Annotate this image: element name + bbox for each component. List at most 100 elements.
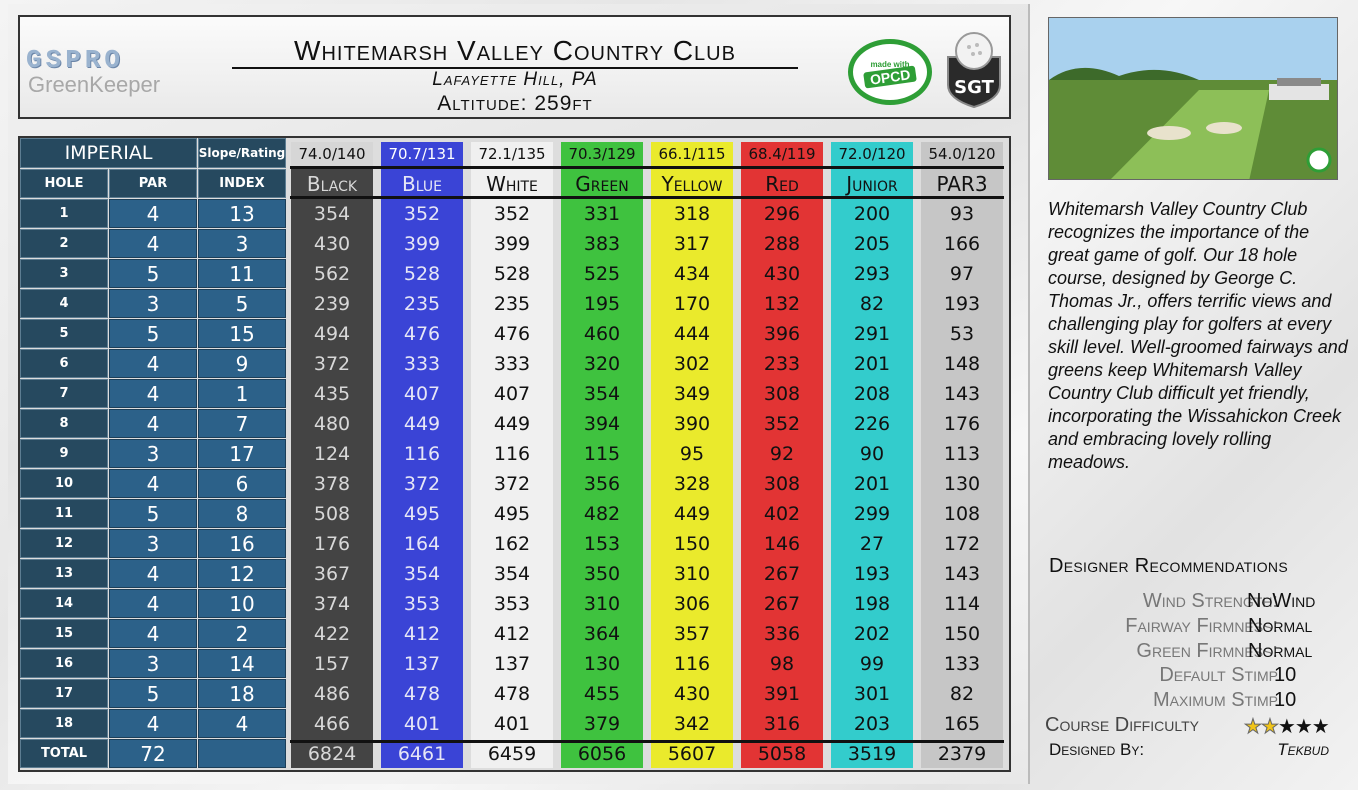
hole-yardage: 299 <box>853 503 891 525</box>
hole-number: 18 <box>20 709 108 738</box>
hole-yardage: 143 <box>943 563 981 585</box>
opcd-badge-icon: made with OPCD <box>848 39 932 105</box>
hole-yardage: 449 <box>403 413 441 435</box>
hole-yardage: 108 <box>943 503 981 525</box>
hole-yardage: 267 <box>763 593 801 615</box>
difficulty-stars-icon: ★★★★★ <box>1244 714 1330 739</box>
hole-yardage: 401 <box>493 713 531 735</box>
tee-rating: 72.0/120 <box>831 142 913 166</box>
tee-total-yardage: 6461 <box>397 743 447 765</box>
star-empty-icon: ★ <box>1311 716 1330 738</box>
hole-yardage: 449 <box>673 503 711 525</box>
hole-yardage: 372 <box>403 473 441 495</box>
hole-yardage: 116 <box>673 653 711 675</box>
hole-yardage: 99 <box>859 653 885 675</box>
hole-yardage: 495 <box>403 503 441 525</box>
hole-yardage: 379 <box>583 713 621 735</box>
hole-yardage: 82 <box>949 683 975 705</box>
hole-yardage: 200 <box>853 203 891 225</box>
gspro-logo: GSPRO <box>26 45 125 75</box>
hole-yardage: 124 <box>313 443 351 465</box>
hole-yardage: 133 <box>943 653 981 675</box>
hole-yardage: 430 <box>673 683 711 705</box>
tee-column-junior <box>831 168 913 768</box>
hole-number: 9 <box>20 439 108 468</box>
tee-column-blue <box>381 168 463 768</box>
total-divider <box>290 740 1004 743</box>
hole-par: 3 <box>109 289 197 318</box>
hole-yardage: 97 <box>949 263 975 285</box>
hole-yardage: 396 <box>763 323 801 345</box>
hole-number: 1 <box>20 199 108 228</box>
hole-index: 18 <box>198 679 286 708</box>
green-firmness-label: Green Firmness: <box>1136 640 1278 662</box>
hole-yardage: 132 <box>763 293 801 315</box>
hole-yardage: 407 <box>403 383 441 405</box>
hole-yardage: 317 <box>673 233 711 255</box>
hole-yardage: 301 <box>853 683 891 705</box>
hole-yardage: 354 <box>493 563 531 585</box>
hole-par: 3 <box>109 529 197 558</box>
hole-index: 14 <box>198 649 286 678</box>
tee-column-par3 <box>921 168 1003 768</box>
hole-yardage: 176 <box>313 533 351 555</box>
tee-total-yardage: 3519 <box>847 743 897 765</box>
hole-yardage: 202 <box>853 623 891 645</box>
hole-number: 8 <box>20 409 108 438</box>
hole-index: 13 <box>198 199 286 228</box>
hole-header: HOLE <box>20 169 108 198</box>
hole-yardage: 98 <box>769 653 795 675</box>
tee-column-yellow <box>651 168 733 768</box>
hole-yardage: 401 <box>403 713 441 735</box>
hole-yardage: 143 <box>943 383 981 405</box>
hole-yardage: 354 <box>403 563 441 585</box>
tee-name: Black <box>306 172 358 196</box>
rating-divider <box>290 166 1004 169</box>
green-firmness-value: Normal <box>1248 640 1313 662</box>
hole-yardage: 208 <box>853 383 891 405</box>
tee-total-yardage: 2379 <box>937 743 987 765</box>
hole-yardage: 116 <box>493 443 531 465</box>
hole-yardage: 308 <box>763 473 801 495</box>
hole-yardage: 495 <box>493 503 531 525</box>
hole-yardage: 320 <box>583 353 621 375</box>
hole-yardage: 148 <box>943 353 981 375</box>
course-difficulty-label: Course Difficulty <box>1045 714 1199 736</box>
hole-index: 17 <box>198 439 286 468</box>
hole-yardage: 350 <box>583 563 621 585</box>
hole-yardage: 130 <box>943 473 981 495</box>
wind-strength-value: NoWind <box>1247 590 1316 612</box>
hole-par: 5 <box>109 679 197 708</box>
hole-yardage: 302 <box>673 353 711 375</box>
hole-yardage: 93 <box>949 203 975 225</box>
hole-number: 3 <box>20 259 108 288</box>
hole-yardage: 82 <box>859 293 885 315</box>
hole-index: 5 <box>198 289 286 318</box>
index-header: INDEX <box>198 169 286 198</box>
wind-strength-row: Wind Strength: NoWind <box>1040 590 1340 615</box>
hole-number: 4 <box>20 289 108 318</box>
hole-yardage: 430 <box>763 263 801 285</box>
hole-number: 15 <box>20 619 108 648</box>
hole-yardage: 525 <box>583 263 621 285</box>
hole-index: 4 <box>198 709 286 738</box>
star-filled-icon: ★ <box>1244 716 1263 739</box>
tee-column-red <box>741 168 823 768</box>
hole-yardage: 336 <box>763 623 801 645</box>
hole-yardage: 354 <box>583 383 621 405</box>
hole-yardage: 357 <box>673 623 711 645</box>
hole-yardage: 203 <box>853 713 891 735</box>
course-photo <box>1048 17 1338 180</box>
hole-yardage: 378 <box>313 473 351 495</box>
hole-yardage: 412 <box>493 623 531 645</box>
hole-yardage: 342 <box>673 713 711 735</box>
hole-yardage: 478 <box>493 683 531 705</box>
tee-total-yardage: 6459 <box>487 743 537 765</box>
star-empty-icon: ★ <box>1294 716 1313 738</box>
hole-yardage: 402 <box>763 503 801 525</box>
hole-yardage: 226 <box>853 413 891 435</box>
hole-par: 3 <box>109 439 197 468</box>
hole-yardage: 331 <box>583 203 621 225</box>
hole-yardage: 172 <box>943 533 981 555</box>
hole-yardage: 349 <box>673 383 711 405</box>
